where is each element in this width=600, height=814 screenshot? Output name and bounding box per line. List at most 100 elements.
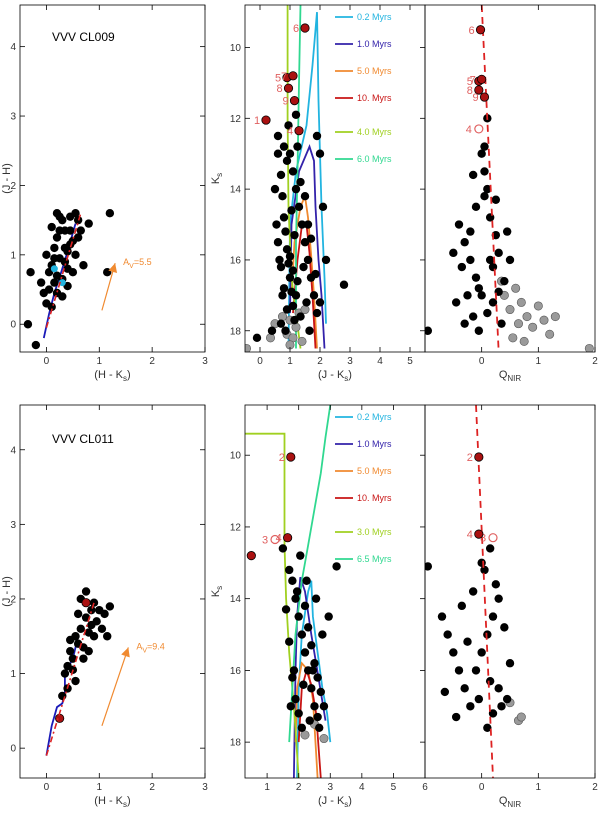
x-tick-label: 0 [44, 782, 50, 793]
black-star-point [60, 226, 70, 235]
black-star-point [299, 680, 308, 689]
y-tick-label: 2 [10, 181, 16, 192]
y-tick-label: 16 [230, 255, 242, 266]
black-star-point [460, 684, 469, 693]
y-axis-label: Ks [210, 586, 224, 597]
black-star-point [296, 312, 305, 321]
reddening-label-sub: V [129, 263, 134, 270]
plot-area [45, 587, 115, 756]
numbered-star-label: 5 [275, 73, 281, 85]
numbered-star-label: 1 [239, 551, 245, 563]
x-axis-label-sub: s [344, 374, 348, 383]
gray-star-point [265, 333, 275, 343]
y-tick-label: 10 [230, 43, 242, 54]
y-axis-label-sub: s [215, 586, 224, 590]
numbered-star-point [294, 126, 304, 136]
numbered-star-label: 4 [276, 533, 282, 545]
legend-label: 5.0 Myrs [357, 466, 392, 476]
isochrone-line [293, 576, 327, 778]
numbered-star-point [300, 23, 310, 33]
gray-star-point [277, 312, 287, 322]
x-tick-label: 2 [296, 782, 302, 793]
black-star-point [76, 226, 85, 235]
black-star-point [451, 712, 461, 722]
black-star-point [293, 276, 302, 286]
black-star-point [468, 170, 478, 180]
black-star-point [287, 206, 296, 215]
numbered-star-label: 9 [282, 96, 288, 108]
black-star-point [308, 666, 318, 675]
black-star-point [278, 291, 287, 300]
numbered-star-label: 6 [468, 25, 474, 37]
black-star-point [339, 280, 349, 289]
y-axis-label-main: K [210, 589, 222, 597]
y-tick-label: 16 [230, 666, 242, 677]
black-star-point [292, 587, 302, 596]
black-star-point [300, 192, 310, 201]
black-star-point [273, 131, 283, 141]
black-star-point [71, 250, 80, 260]
y-tick-label: 4 [10, 445, 16, 456]
reddening-label-value: =9.4 [147, 641, 165, 651]
gray-star-point [539, 315, 549, 325]
numbered-star-label: 7 [470, 74, 476, 86]
black-star-point [460, 238, 469, 247]
numbered-star-label: 2 [467, 452, 473, 464]
axes-frame [424, 4, 596, 353]
gray-star-point [513, 319, 523, 329]
black-star-point [297, 220, 307, 229]
x-tick-label: 3 [202, 782, 208, 793]
black-star-point [454, 666, 464, 675]
x-axis-label-sub: NIR [507, 800, 521, 809]
black-star-point [480, 167, 489, 176]
black-star-point [500, 276, 509, 286]
y-tick-label: 4 [10, 42, 16, 53]
black-star-point [285, 565, 294, 575]
x-tick-label: 3 [202, 356, 208, 367]
y-axis-label-main: (J - H) [1, 576, 13, 607]
black-star-point [471, 273, 481, 282]
black-star-point [497, 319, 506, 328]
black-star-point [76, 624, 85, 633]
black-star-point [454, 220, 464, 229]
black-star-point [485, 676, 495, 686]
x-tick-label: 0 [257, 356, 263, 367]
y-axis-label: Ks [210, 173, 224, 184]
black-star-point [300, 648, 310, 657]
black-star-point [318, 630, 327, 639]
numbered-star-label: 8 [276, 83, 282, 95]
reddening-label: AV=9.4 [136, 641, 164, 654]
legend-label: 3.0 Myrs [357, 527, 392, 537]
black-star-point [494, 684, 503, 693]
reddening-label-value: =5.5 [134, 257, 152, 267]
panel-bottom-right: 2 34 0 1 2 QNIR [424, 404, 598, 809]
x-axis-label: (H - Ks) [94, 795, 130, 809]
x-tick-label: 2 [317, 356, 323, 367]
black-star-point [313, 712, 322, 722]
y-axis-label-main: K [210, 176, 222, 184]
numbered-star-label: 4 [466, 124, 472, 136]
black-star-point [437, 612, 447, 621]
x-axis-label-main: (J - K [318, 795, 345, 807]
black-star-point [89, 598, 99, 607]
x-tick-label: 6 [422, 782, 428, 793]
black-star-point [488, 298, 498, 307]
y-tick-label: 14 [230, 185, 242, 196]
black-star-point [488, 612, 498, 621]
black-star-point [497, 702, 506, 711]
black-star-point [477, 648, 486, 657]
red-star-point [81, 598, 91, 608]
black-star-point [305, 326, 314, 335]
x-tick-label: 2 [149, 356, 155, 367]
x-axis-label-end: ) [127, 369, 131, 381]
numbered-star-point [286, 452, 296, 462]
black-star-point [288, 576, 297, 585]
reddening-line [45, 212, 82, 328]
black-star-point [291, 184, 301, 194]
black-star-point [449, 248, 458, 258]
black-star-point [463, 291, 472, 300]
black-star-point [285, 252, 295, 261]
black-star-point [87, 620, 96, 630]
isochrone-line [288, 405, 332, 743]
